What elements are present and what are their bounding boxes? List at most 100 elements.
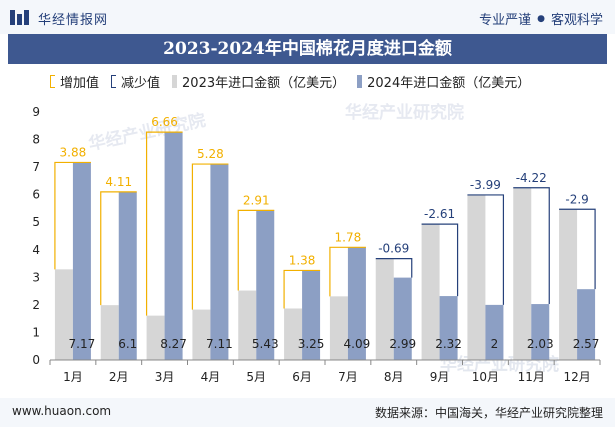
- change-bracket: [513, 187, 550, 305]
- change-label: 1.38: [289, 253, 316, 267]
- value-label-2024: 7.17: [69, 337, 96, 351]
- change-label: 4.11: [105, 175, 132, 189]
- change-bracket: [421, 223, 459, 297]
- bullet-icon: ●: [537, 13, 545, 24]
- value-label-2024: 7.11: [206, 337, 233, 351]
- change-label: 6.66: [151, 115, 178, 129]
- legend-label-increase: 增加值: [60, 76, 100, 91]
- x-tick-label: 8月: [384, 370, 404, 384]
- change-bracket: [54, 161, 91, 270]
- brand-name: 华经情报网: [38, 13, 109, 28]
- value-label-2024: 2.03: [527, 337, 554, 351]
- swatch-2024-icon: [357, 75, 363, 88]
- bar-2024: [302, 270, 321, 360]
- bar-2023: [284, 308, 303, 360]
- site-url: www.huaon.com: [12, 404, 112, 418]
- bar-2024: [210, 164, 229, 360]
- change-label: -3.99: [470, 178, 501, 192]
- bar-2024: [347, 247, 366, 360]
- x-tick-label: 5月: [246, 370, 266, 384]
- legend-label-2024: 2024年进口金额（亿美元）: [367, 76, 531, 91]
- watermark-text: 华经产业研究院: [345, 102, 464, 123]
- x-tick-label: 1月: [63, 370, 83, 384]
- legend-item-2023: 2023年进口金额（亿美元）: [172, 72, 345, 91]
- bar-2023: [146, 315, 165, 360]
- change-bracket: [145, 131, 183, 316]
- value-label-2024: 6.1: [118, 337, 137, 351]
- bar-2024: [531, 304, 550, 360]
- bar-2023: [54, 269, 73, 360]
- bar-2024: [256, 210, 275, 360]
- change-label: -2.61: [424, 207, 455, 221]
- x-tick-label: 9月: [430, 370, 450, 384]
- bar-2023: [238, 290, 257, 360]
- change-bracket: [467, 194, 505, 305]
- bar-2023: [192, 309, 211, 360]
- bar-2024: [164, 132, 183, 360]
- legend-label-2023: 2023年进口金额（亿美元）: [182, 76, 346, 91]
- bar-2023: [329, 296, 348, 360]
- legend: 增加值 减少值 2023年进口金额（亿美元） 2024年进口金额（亿美元）: [50, 72, 542, 91]
- bar-2023: [513, 187, 532, 360]
- change-label: 5.28: [197, 147, 224, 161]
- x-tick-label: 12月: [563, 370, 590, 384]
- footer: www.huaon.com 数据来源：中国海关，华经产业研究院整理: [0, 398, 615, 427]
- legend-label-decrease: 减少值: [121, 76, 161, 91]
- bar-2023: [421, 224, 440, 360]
- change-label: -0.69: [378, 242, 409, 256]
- bar-2023: [467, 194, 486, 360]
- swatch-2023-icon: [172, 75, 178, 88]
- y-tick-label: 0: [32, 353, 40, 367]
- decrease-swatch-icon: [111, 75, 117, 88]
- data-source: 数据来源：中国海关，华经产业研究院整理: [374, 406, 603, 420]
- change-bracket: [329, 246, 366, 297]
- bar-2024: [118, 191, 137, 360]
- bar-2023: [559, 209, 578, 360]
- change-label: -2.9: [565, 192, 588, 206]
- bar-2024: [72, 162, 91, 360]
- change-label: 3.88: [60, 145, 87, 159]
- change-label: -4.22: [516, 171, 547, 185]
- legend-item-2024: 2024年进口金额（亿美元）: [357, 72, 530, 91]
- x-tick-label: 4月: [201, 370, 221, 384]
- y-tick-label: 9: [32, 105, 40, 119]
- x-tick-label: 11月: [518, 370, 545, 384]
- value-label-2024: 2.32: [435, 337, 462, 351]
- value-label-2024: 4.09: [344, 337, 371, 351]
- brand-logo-icon: [10, 10, 29, 25]
- y-tick-label: 1: [32, 325, 40, 339]
- change-bracket: [237, 209, 275, 291]
- value-label-2024: 2.57: [573, 337, 600, 351]
- y-tick-label: 2: [32, 298, 40, 312]
- tagline: 专业严谨 ● 客观科学: [479, 9, 603, 28]
- y-tick-label: 8: [32, 133, 40, 147]
- change-bracket: [100, 191, 137, 306]
- bar-2023: [375, 258, 394, 360]
- x-tick-label: 6月: [292, 370, 312, 384]
- value-label-2024: 3.25: [298, 337, 325, 351]
- tagline-2: 客观科学: [550, 13, 603, 28]
- value-label-2024: 2.99: [389, 337, 416, 351]
- change-bracket: [191, 163, 229, 310]
- y-tick-label: 3: [32, 270, 40, 284]
- bar-2024: [485, 304, 504, 360]
- bar-2024: [577, 289, 596, 360]
- chart-title: 2023-2024年中国棉花月度进口金额: [8, 34, 607, 64]
- y-tick-label: 5: [32, 215, 40, 229]
- increase-swatch-icon: [50, 75, 55, 88]
- change-label: 1.78: [335, 230, 362, 244]
- top-bar: 华经情报网 专业严谨 ● 客观科学: [0, 0, 615, 34]
- x-tick-label: 3月: [155, 370, 175, 384]
- value-label-2024: 5.43: [252, 337, 279, 351]
- value-label-2024: 8.27: [160, 337, 187, 351]
- y-tick-label: 6: [32, 188, 40, 202]
- x-tick-label: 2月: [109, 370, 129, 384]
- y-tick-label: 4: [32, 243, 40, 257]
- y-tick-label: 7: [32, 160, 40, 174]
- legend-item-decrease: 减少值: [111, 72, 160, 91]
- x-tick-label: 7月: [338, 370, 358, 384]
- change-bracket: [375, 257, 413, 278]
- bar-2024: [439, 296, 458, 360]
